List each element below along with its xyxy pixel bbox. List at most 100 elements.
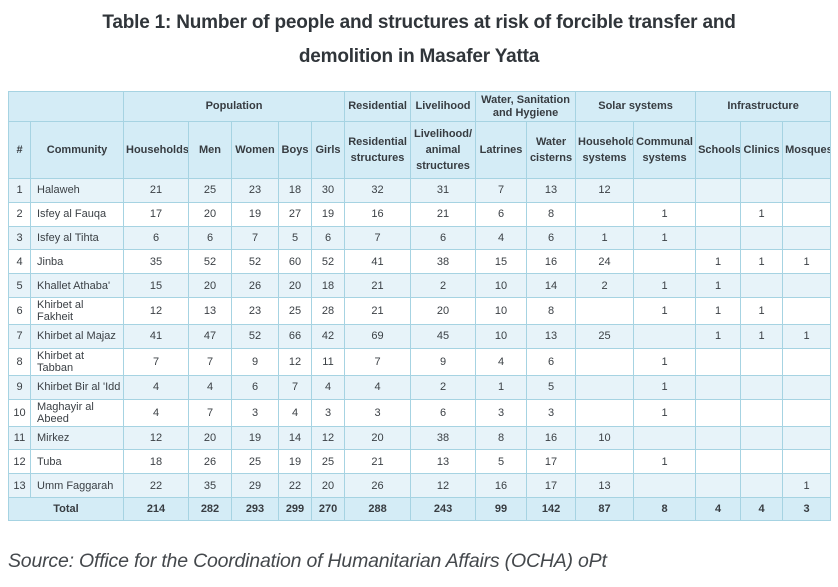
table-row: 3 Isfey al Tihta 6 6 7 5 6 7 6 4 6 1 1 [8, 225, 832, 251]
value-cell: 17 [123, 201, 189, 227]
table-row: 8 Khirbet at Tabban 7 7 9 12 11 7 9 4 6 1 [8, 347, 832, 376]
value-cell: 13 [575, 473, 635, 498]
community-cell: Isfey al Tihta [30, 225, 124, 251]
value-cell: 52 [188, 249, 232, 275]
row-number-cell: 6 [8, 296, 31, 325]
table-row: 5 Khallet Athaba' 15 20 26 20 18 21 2 10 14 2 1 1 [8, 273, 832, 298]
row-number-cell: 10 [8, 398, 31, 427]
group-header-cell: Water, Sanitation and Hygiene [475, 91, 577, 122]
value-cell: 19 [278, 449, 312, 475]
value-cell: 7 [188, 347, 232, 376]
value-cell: 21 [123, 178, 189, 203]
value-cell: 14 [526, 273, 577, 298]
value-cell: 1 [695, 273, 742, 298]
group-header-cell [8, 91, 124, 122]
value-cell [782, 398, 832, 427]
value-cell: 29 [231, 473, 279, 498]
value-cell: 12 [310, 425, 346, 451]
value-cell: 1 [633, 347, 697, 376]
value-cell: 17 [526, 449, 577, 475]
value-cell: 45 [410, 323, 477, 349]
column-header-cell: Schools [695, 121, 742, 179]
value-cell [782, 225, 832, 251]
value-cell: 42 [310, 323, 346, 349]
value-cell [695, 473, 742, 498]
row-number-cell: 11 [8, 425, 31, 451]
table-row: 4 Jinba 35 52 52 60 52 41 38 15 16 24 1 1 1 [8, 249, 832, 275]
column-header-cell: Boys [278, 121, 312, 179]
value-cell: 41 [344, 249, 412, 275]
value-cell [740, 347, 784, 376]
value-cell: 22 [123, 473, 189, 498]
value-cell: 3 [344, 398, 412, 427]
value-cell [695, 374, 742, 400]
group-header-cell: Infrastructure [695, 91, 832, 122]
row-number-cell: 7 [8, 323, 31, 349]
community-cell: Khirbet al Majaz [30, 323, 124, 349]
value-cell: 30 [310, 178, 346, 203]
value-cell: 4 [310, 374, 346, 400]
value-cell: 1 [695, 323, 742, 349]
value-cell [782, 178, 832, 203]
value-cell [695, 425, 742, 451]
table-row: 7 Khirbet al Majaz 41 47 52 66 42 69 45 10 13 25 1 1 1 [8, 323, 832, 349]
value-cell: 4 [123, 374, 189, 400]
community-cell: Umm Faggarah [30, 473, 124, 498]
value-cell: 25 [188, 178, 232, 203]
value-cell: 6 [410, 225, 477, 251]
value-cell: 20 [278, 273, 312, 298]
value-cell: 47 [188, 323, 232, 349]
risk-table: Population Residential Livelihood Water, Sa… [8, 91, 832, 521]
total-value-cell: 4 [695, 496, 742, 521]
value-cell: 4 [344, 374, 412, 400]
column-header-cell: Clinics [740, 121, 784, 179]
value-cell [740, 273, 784, 298]
value-cell: 60 [278, 249, 312, 275]
value-cell: 1 [740, 249, 784, 275]
column-header-cell: Mosques [782, 121, 832, 179]
value-cell: 22 [278, 473, 312, 498]
value-cell: 21 [410, 201, 477, 227]
value-cell: 1 [740, 323, 784, 349]
value-cell: 41 [123, 323, 189, 349]
value-cell [740, 374, 784, 400]
total-value-cell: 142 [526, 496, 577, 521]
value-cell [740, 398, 784, 427]
value-cell: 6 [188, 225, 232, 251]
value-cell: 1 [633, 201, 697, 227]
value-cell: 5 [526, 374, 577, 400]
value-cell [575, 398, 635, 427]
value-cell: 11 [310, 347, 346, 376]
page-title-line-1: Table 1: Number of people and structures… [102, 12, 736, 33]
value-cell: 19 [310, 201, 346, 227]
column-header-cell: Girls [310, 121, 346, 179]
value-cell: 1 [740, 296, 784, 325]
column-header-row: # Community Households Men Women Boys Girls Res… [8, 121, 832, 179]
community-cell: Mirkez [30, 425, 124, 451]
value-cell [782, 425, 832, 451]
value-cell: 69 [344, 323, 412, 349]
value-cell: 10 [575, 425, 635, 451]
value-cell: 12 [410, 473, 477, 498]
table-row: 10 Maghayir al Abeed 4 7 3 4 3 3 6 3 3 1 [8, 398, 832, 427]
community-cell: Tuba [30, 449, 124, 475]
community-cell: Jinba [30, 249, 124, 275]
value-cell [695, 449, 742, 475]
value-cell: 4 [188, 374, 232, 400]
value-cell [695, 201, 742, 227]
page-title-line-2: demolition in Masafer Yatta [298, 46, 540, 67]
value-cell: 6 [526, 225, 577, 251]
value-cell: 7 [188, 398, 232, 427]
value-cell: 3 [231, 398, 279, 427]
value-cell: 1 [633, 225, 697, 251]
value-cell: 16 [475, 473, 528, 498]
value-cell: 7 [344, 347, 412, 376]
total-value-cell: 288 [344, 496, 412, 521]
value-cell [633, 473, 697, 498]
column-header-cell: Households [123, 121, 189, 179]
value-cell: 1 [575, 225, 635, 251]
value-cell [782, 296, 832, 325]
table-body: 1 Halaweh 21 25 23 18 30 32 31 7 13 12 2 Isfey al Fau… [8, 178, 832, 498]
value-cell: 18 [123, 449, 189, 475]
